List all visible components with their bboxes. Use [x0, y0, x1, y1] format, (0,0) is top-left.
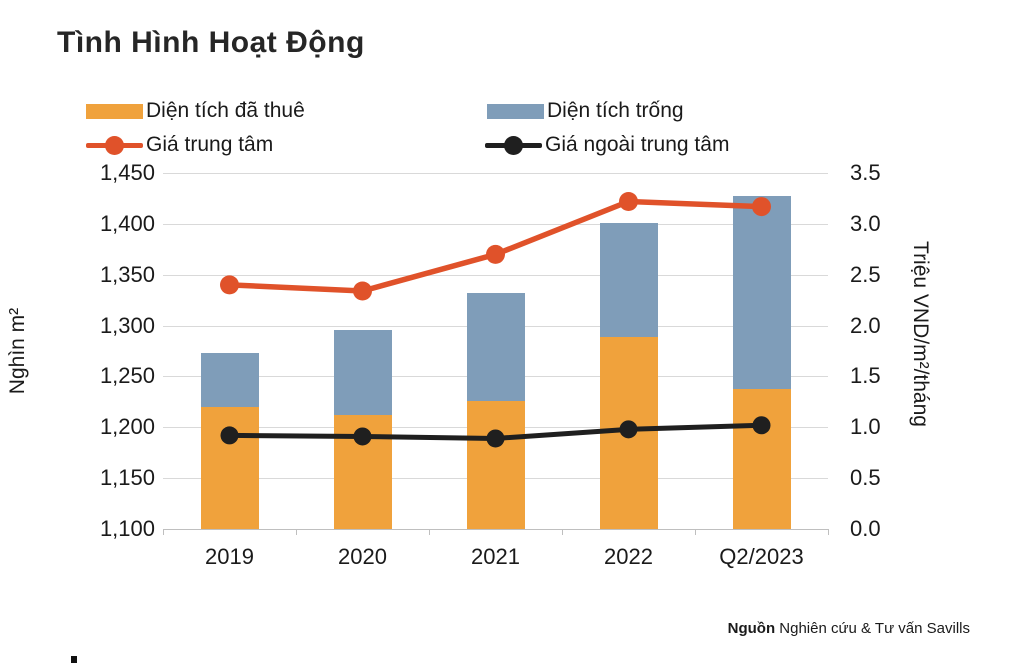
x-axis-tick — [695, 529, 696, 535]
central-price-line-icon — [86, 135, 143, 155]
noncentral-price-point — [619, 420, 638, 439]
right-axis-tick-label: 1.0 — [850, 414, 881, 440]
right-axis-tick-label: 2.0 — [850, 312, 881, 338]
x-category-label: 2020 — [338, 544, 387, 569]
x-category-label: 2019 — [205, 544, 254, 569]
x-category-label: Q2/2023 — [719, 544, 804, 569]
left-axis-tick-label: 1,100 — [99, 516, 155, 541]
x-axis-tick — [562, 529, 563, 535]
cutoff-text-artifact — [71, 656, 77, 663]
bar-segment-vacant — [333, 329, 392, 416]
gridline — [163, 223, 828, 225]
x-axis-tick — [828, 529, 829, 535]
x-axis-line — [163, 529, 828, 530]
bar-segment-vacant — [466, 293, 525, 401]
legend-label-leased: Diện tích đã thuê — [146, 99, 305, 122]
central-price-point — [220, 275, 239, 295]
right-axis-tick-label: 3.5 — [850, 160, 881, 185]
x-axis-tick — [163, 529, 164, 535]
legend-label-vacant: Diện tích trống — [547, 99, 684, 122]
x-axis-tick — [429, 529, 430, 535]
bar-segment-leased — [732, 388, 791, 529]
vacant-swatch-icon — [487, 103, 544, 119]
left-axis-title: Nghìn m² — [6, 307, 29, 395]
gridline — [163, 274, 828, 276]
gridline — [163, 173, 828, 174]
source-text: Nghiên cứu & Tư vấn Savills — [775, 620, 970, 637]
bar-segment-vacant — [200, 353, 259, 407]
legend-item-leased: Diện tích đã thuê — [86, 99, 305, 123]
x-category-label: 2021 — [471, 544, 520, 569]
bar-segment-vacant — [599, 222, 658, 337]
right-axis-tick-label: 0.0 — [850, 516, 881, 541]
x-axis-tick — [296, 529, 297, 535]
legend-item-central-price: Giá trung tâm — [86, 133, 273, 157]
left-axis-tick-label: 1,150 — [99, 465, 155, 491]
legend-label-noncentral-price: Giá ngoài trung tâm — [545, 133, 730, 156]
central-price-point — [353, 281, 372, 301]
legend-label-central-price: Giá trung tâm — [146, 133, 274, 156]
left-axis-tick-label: 1,250 — [99, 363, 155, 389]
left-axis-tick-label: 1,300 — [99, 312, 155, 338]
left-axis-tick-label: 1,200 — [99, 414, 155, 440]
right-axis-title: Triệu VND/m²/tháng — [909, 241, 932, 427]
noncentral-price-point — [220, 426, 239, 445]
left-axis-tick-label: 1,350 — [99, 261, 155, 287]
bar-segment-leased — [466, 400, 525, 529]
noncentral-price-point — [353, 427, 372, 446]
left-axis-tick-label: 1,400 — [99, 210, 155, 236]
right-axis-tick-label: 2.5 — [850, 261, 881, 287]
noncentral-price-point — [486, 429, 505, 448]
right-axis-tick-label: 1.5 — [850, 363, 881, 389]
source-label: Nguồn — [727, 620, 776, 637]
central-price-point — [752, 197, 771, 217]
source-note: Nguồn Nghiên cứu & Tư vấn Savills — [728, 620, 970, 637]
bar-segment-vacant — [732, 196, 791, 389]
chart-title: Tình Hình Hoạt Động — [57, 26, 365, 59]
leased-swatch-icon — [86, 103, 143, 119]
legend-item-vacant: Diện tích trống — [487, 99, 684, 123]
central-price-point — [619, 191, 638, 211]
central-price-point — [486, 244, 505, 264]
legend-item-noncentral-price: Giá ngoài trung tâm — [485, 133, 729, 157]
noncentral-price-line-icon — [485, 135, 542, 155]
left-axis-tick-label: 1,450 — [99, 160, 155, 185]
right-axis-tick-label: 0.5 — [850, 465, 881, 491]
noncentral-price-point — [752, 416, 771, 435]
x-category-label: 2022 — [604, 544, 653, 569]
right-axis-tick-label: 3.0 — [850, 210, 881, 236]
